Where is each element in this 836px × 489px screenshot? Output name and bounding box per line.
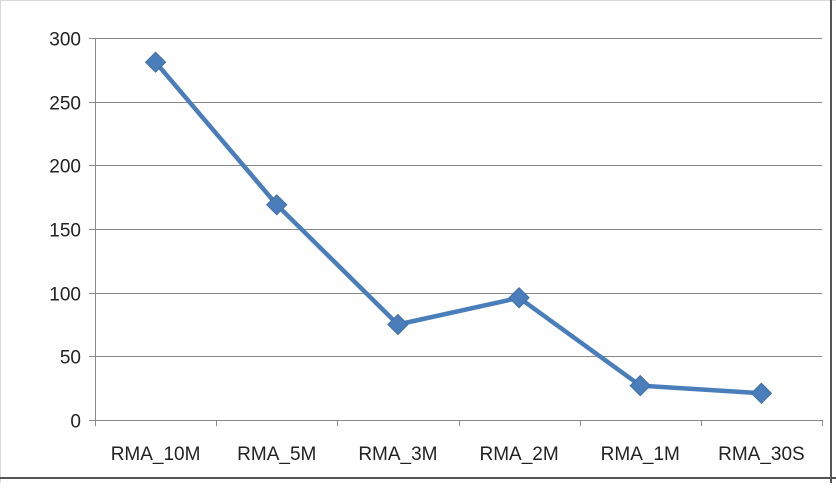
y-tick-label-100: 100 (49, 285, 81, 306)
y-tick-label-200: 200 (49, 157, 81, 178)
gridlines (95, 38, 822, 357)
x-tick-label-RMA_10M: RMA_10M (111, 444, 201, 465)
y-tick-label-150: 150 (49, 221, 81, 242)
x-tick-labels: RMA_10M RMA_5M RMA_3M RMA_2M RMA_1M RMA_30S (111, 444, 805, 465)
x-tick-label-RMA_1M: RMA_1M (601, 444, 680, 465)
data-point-RMA_1M (629, 374, 651, 397)
y-tick-labels: 0 50 100 150 200 250 300 (49, 30, 81, 433)
x-tick-label-RMA_2M: RMA_2M (479, 444, 558, 465)
data-point-RMA_30S (750, 382, 773, 404)
y-tick-label-0: 0 (70, 412, 81, 433)
frame-shadow-right (830, 0, 832, 483)
series-line (153, 59, 764, 396)
frame-shadow-bottom (0, 477, 836, 479)
x-tick-label-RMA_5M: RMA_5M (237, 444, 316, 465)
data-point-RMA_2M (508, 287, 530, 309)
x-tick-label-RMA_30S: RMA_30S (718, 444, 805, 465)
y-tick-label-300: 300 (49, 30, 81, 51)
data-point-RMA_10M (144, 51, 167, 73)
x-tick-label-RMA_3M: RMA_3M (358, 444, 437, 465)
axes (89, 38, 823, 426)
data-point-RMA_5M (266, 194, 288, 216)
data-markers (144, 51, 773, 404)
data-point-RMA_3M (387, 313, 409, 336)
series-0-line (153, 59, 764, 396)
y-tick-label-250: 250 (49, 94, 81, 115)
y-tick-label-50: 50 (60, 348, 81, 369)
